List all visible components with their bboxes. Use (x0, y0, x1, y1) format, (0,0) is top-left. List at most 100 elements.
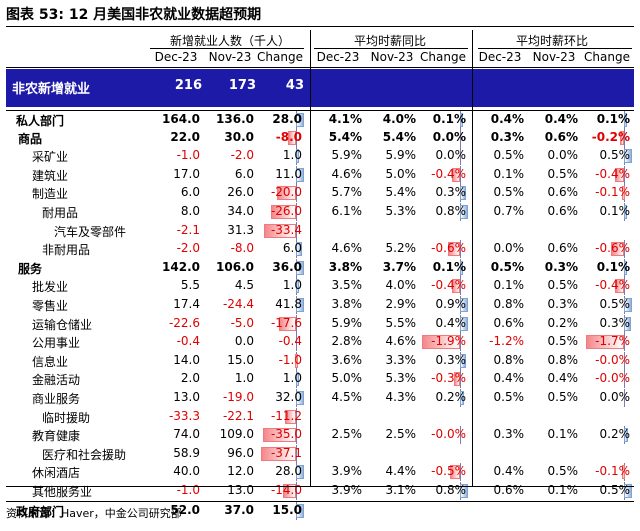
positive-bar (460, 316, 468, 331)
table-cell: 5.5% (366, 315, 418, 333)
positive-bar (624, 113, 627, 127)
table-cell: -0.3% (418, 370, 468, 389)
table-row: 采矿业 -1.0 -2.0 1.0 5.9% 5.9% 0.0% 0.5% 0.0% 0.5% (6, 147, 634, 166)
cell-value: 0.1% (596, 112, 630, 126)
cell-value: -35.0 (270, 427, 302, 442)
cell-value: 96.0 (227, 445, 254, 460)
table-cell: -0.4% (418, 277, 468, 296)
positive-bar (296, 503, 304, 518)
cell-value: -1.0 (176, 148, 200, 163)
positive-bar (624, 205, 627, 219)
table-row: 医疗和社会援助 58.9 96.0 -37.1 (6, 444, 634, 463)
table-cell: -0.0% (582, 351, 632, 370)
table-cell (582, 408, 632, 426)
table-cell (312, 222, 364, 240)
table-cell: 2.9% (366, 296, 418, 314)
positive-bar (296, 279, 299, 294)
negative-bar (422, 335, 460, 350)
negative-bar (288, 130, 296, 145)
row-label: 其他服务业 (32, 485, 93, 499)
cell-value: 0.4% (435, 315, 467, 330)
table-cell: -0.4% (418, 165, 468, 184)
table-cell (528, 445, 580, 463)
cell-value: 2.0 (180, 371, 200, 386)
col-header-5: Change (420, 50, 466, 64)
cell-value: 0.6% (544, 129, 578, 144)
cell-value: 4.5 (234, 278, 254, 293)
cell-value: 5.2% (385, 241, 417, 256)
row-label: 信息业 (32, 354, 69, 369)
table-cell: -19.0 (204, 389, 256, 407)
table-cell: 5.9% (312, 147, 364, 165)
table-cell: 0.4% (528, 111, 580, 129)
bar-axis (624, 240, 625, 259)
table-cell: -37.1 (256, 444, 304, 463)
cell-value: 0.1% (547, 427, 579, 442)
table-cell: 0.6% (474, 315, 526, 333)
cell-value: 0.7% (493, 204, 525, 218)
bar-axis (296, 314, 297, 333)
table-cell: 6.1% (312, 203, 364, 221)
cell-value: -0.4% (431, 278, 466, 293)
table-cell: 96.0 (204, 445, 256, 463)
positive-bar (624, 316, 631, 331)
table-cell (418, 222, 468, 240)
row-label: 零售业 (32, 299, 69, 313)
row-label: 公用事业 (32, 336, 81, 351)
table-cell: 1.0 (256, 147, 304, 166)
negative-bar (621, 186, 625, 201)
table-cell: -2.0 (150, 240, 202, 258)
negative-bar (282, 484, 296, 498)
title-rule (6, 26, 634, 27)
cell-value: 0.0 (234, 334, 254, 349)
positive-bar (624, 428, 629, 443)
table-cell: 15.0 (256, 501, 304, 520)
cell-value: -22.1 (222, 408, 254, 423)
cell-value: 2.5% (385, 427, 417, 442)
table-cell: 0.4% (528, 370, 580, 388)
cell-value: 0.2% (435, 390, 467, 404)
negative-bar (586, 335, 624, 350)
page-title: 图表 53: 12 月美国非农就业数据超预期 (6, 7, 262, 23)
table-cell (418, 408, 468, 426)
table-cell: -17.6 (256, 314, 304, 333)
negative-bar (621, 465, 625, 480)
table-cell: 4.4% (366, 463, 418, 481)
table-row: 商业服务 13.0 -19.0 32.0 4.5% 4.3% 0.2% 0.5% 0.5% 0.0… (6, 389, 634, 407)
table-row: 汽车及零部件 -2.1 31.3 -33.4 (6, 221, 634, 240)
cell-value: -0.4 (176, 334, 200, 349)
row-label: 政府部门 (16, 504, 65, 519)
cell-value: -8.0 (275, 129, 302, 144)
positive-bar (296, 149, 299, 164)
table-cell: 52.0 (150, 502, 202, 520)
cell-value: -1.0 (278, 352, 302, 367)
group-rule-wage-yoy (314, 48, 468, 49)
cell-value: 0.8% (493, 352, 525, 367)
table-cell: 28.0 (256, 111, 304, 129)
table-cell (418, 445, 468, 463)
source-note: 资料来源：Haver，中金公司研究部 (6, 507, 182, 520)
table-cell (474, 445, 526, 463)
bar-axis (460, 463, 461, 482)
cell-value: 0.4% (493, 371, 525, 386)
table-cell: 4.5 (204, 277, 256, 295)
table-cell: 5.4% (312, 129, 364, 147)
bar-axis (624, 277, 625, 296)
cell-value: 28.0 (275, 464, 302, 479)
table-cell (582, 445, 632, 463)
negative-bar (279, 316, 296, 331)
cell-value: -20.0 (270, 185, 302, 200)
table-cell: -8.0 (256, 128, 304, 147)
cell-value: 0.3% (547, 297, 579, 311)
row-label: 服务 (18, 261, 43, 276)
negative-bar (450, 465, 460, 480)
cell-value: 11.0 (275, 166, 302, 181)
table-cell: 5.5 (150, 277, 202, 295)
cell-value: 0.4% (493, 464, 525, 479)
cell-value: 5.5 (180, 278, 200, 293)
table-cell: -11.2 (256, 407, 304, 426)
table-cell: 13.0 (150, 389, 202, 407)
cell-value: 4.1% (328, 112, 362, 126)
positive-bar (460, 260, 463, 275)
table-cell: 0.5% (582, 296, 632, 314)
